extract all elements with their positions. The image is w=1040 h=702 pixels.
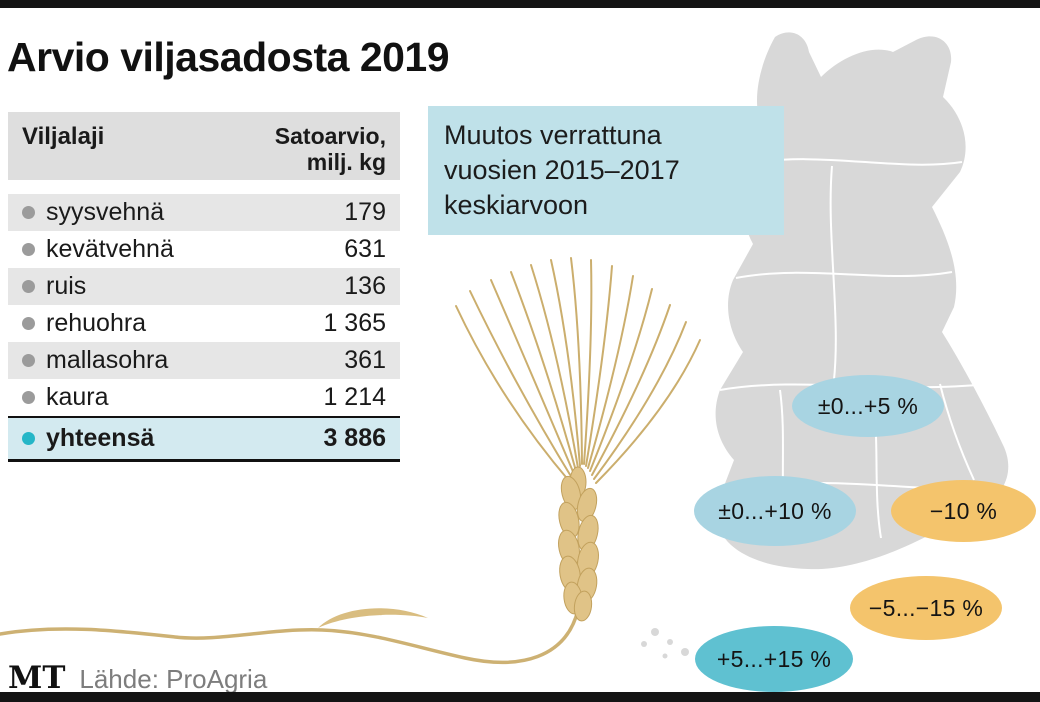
grain-name: syysvehnä: [46, 198, 165, 226]
wheat-leaf: [318, 608, 428, 628]
map-label-southwest: +5...+15 %: [695, 626, 853, 692]
map-label-text: ±0...+10 %: [718, 497, 832, 524]
map-label-text: −5...−15 %: [868, 594, 984, 621]
bullet-icon: [22, 280, 35, 293]
bullet-icon: [22, 354, 35, 367]
grain-value: 179: [344, 198, 386, 226]
wheat-grains: [558, 466, 599, 622]
total-label: yhteensä: [46, 424, 155, 452]
total-value: 3 886: [323, 424, 386, 452]
grain-name: rehuohra: [46, 309, 147, 337]
column-header-estimate-line2: milj. kg: [306, 149, 386, 175]
grain-value: 1 214: [323, 383, 386, 411]
mt-logo: MT: [8, 660, 66, 696]
map-label-southeast: −5...−15 %: [850, 576, 1002, 640]
bullet-icon: [22, 243, 35, 256]
table-row: syysvehnä 179: [8, 194, 400, 231]
grain-name: kaura: [46, 383, 109, 411]
archipelago-islands: [641, 628, 689, 659]
map-note-box: Muutos verrattuna vuosien 2015–2017 kesk…: [428, 106, 784, 235]
map-label-west-central: ±0...+10 %: [694, 476, 856, 546]
grain-value: 361: [344, 346, 386, 374]
map-note-line: keskiarvoon: [444, 190, 589, 220]
map-label-text: −10 %: [929, 497, 998, 524]
wheat-stem: [0, 608, 580, 665]
source-text: Lähde: ProAgria: [79, 664, 268, 694]
column-header-estimate: Satoarvio, milj. kg: [275, 123, 386, 175]
finland-outline: [715, 32, 1009, 570]
bullet-icon: [22, 317, 35, 330]
grain-name: mallasohra: [46, 346, 169, 374]
bullet-icon: [22, 391, 35, 404]
grain-name: kevätvehnä: [46, 235, 174, 263]
table-header: Viljalaji Satoarvio, milj. kg: [8, 112, 400, 180]
table-body: syysvehnä 179 kevätvehnä 631 ruis 136 re…: [8, 194, 400, 462]
table-row: rehuohra 1 365: [8, 305, 400, 342]
grain-value: 136: [344, 272, 386, 300]
table-row: kevätvehnä 631: [8, 231, 400, 268]
table-row: kaura 1 214: [8, 379, 400, 416]
map-label-north-central: ±0...+5 %: [792, 375, 944, 437]
map-note-line: Muutos verrattuna: [444, 120, 662, 150]
table-row: mallasohra 361: [8, 342, 400, 379]
column-header-estimate-line1: Satoarvio,: [274, 123, 386, 149]
map-label-east: −10 %: [891, 480, 1036, 542]
map-note-line: vuosien 2015–2017: [444, 155, 680, 185]
bullet-icon: [22, 432, 35, 445]
footer: MT Lähde: ProAgria: [8, 660, 267, 696]
column-header-grain: Viljalaji: [22, 123, 105, 150]
table-row: ruis 136: [8, 268, 400, 305]
grain-value: 1 365: [323, 309, 386, 337]
harvest-table: Viljalaji Satoarvio, milj. kg syysvehnä …: [8, 112, 400, 462]
finland-map: [641, 32, 1009, 659]
top-edge-bar: [0, 0, 1040, 8]
grain-name: ruis: [46, 272, 87, 300]
page-title: Arvio viljasadosta 2019: [7, 34, 450, 80]
map-label-text: +5...+15 %: [716, 645, 832, 672]
grain-value: 631: [344, 235, 386, 263]
map-label-text: ±0...+5 %: [817, 392, 919, 419]
table-total-row: yhteensä 3 886: [8, 416, 400, 462]
bullet-icon: [22, 206, 35, 219]
bottom-edge-bar: [0, 692, 1040, 702]
